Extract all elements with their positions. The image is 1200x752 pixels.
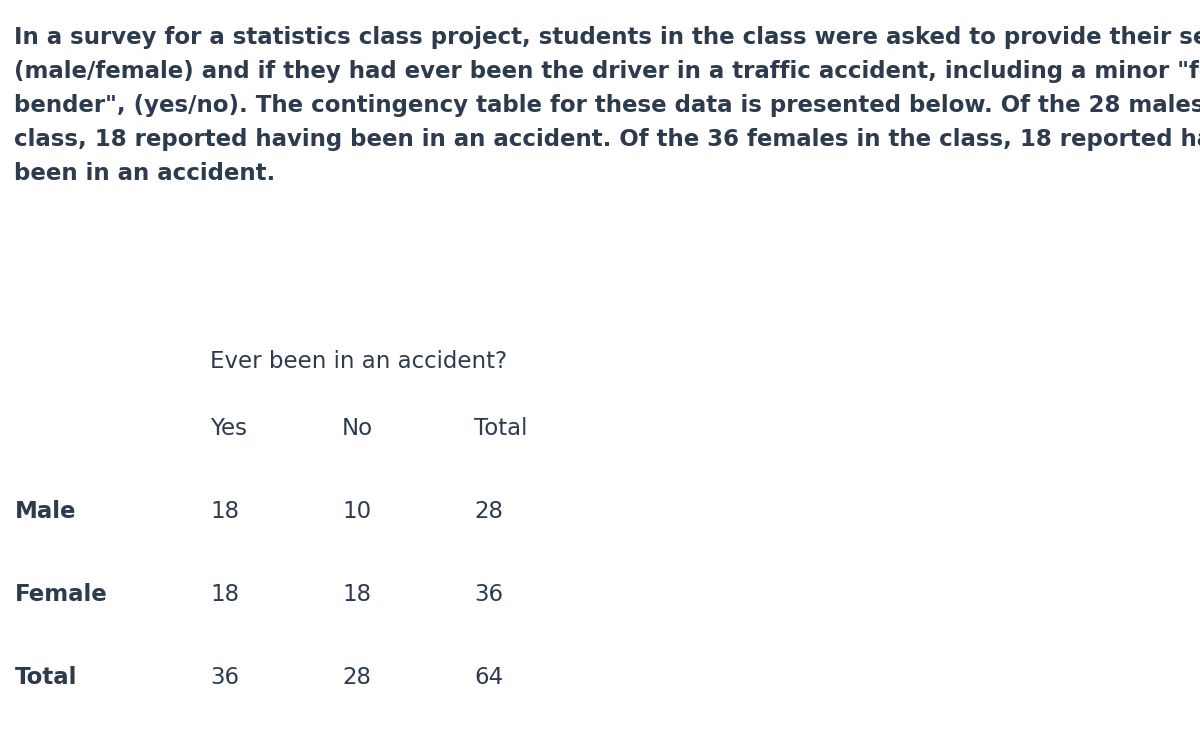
- Text: No: No: [342, 417, 373, 441]
- Text: 36: 36: [474, 583, 503, 606]
- Text: 28: 28: [342, 666, 371, 689]
- Text: Female: Female: [14, 583, 107, 606]
- Text: Ever been in an accident?: Ever been in an accident?: [210, 350, 508, 373]
- Text: 28: 28: [474, 500, 503, 523]
- Text: In a survey for a statistics class project, students in the class were asked to : In a survey for a statistics class proje…: [14, 26, 1200, 184]
- Text: 18: 18: [210, 583, 239, 606]
- Text: 64: 64: [474, 666, 503, 689]
- Text: Total: Total: [14, 666, 77, 689]
- Text: 10: 10: [342, 500, 371, 523]
- Text: 36: 36: [210, 666, 239, 689]
- Text: 18: 18: [342, 583, 371, 606]
- Text: 18: 18: [210, 500, 239, 523]
- Text: Total: Total: [474, 417, 527, 441]
- Text: Male: Male: [14, 500, 76, 523]
- Text: Yes: Yes: [210, 417, 247, 441]
